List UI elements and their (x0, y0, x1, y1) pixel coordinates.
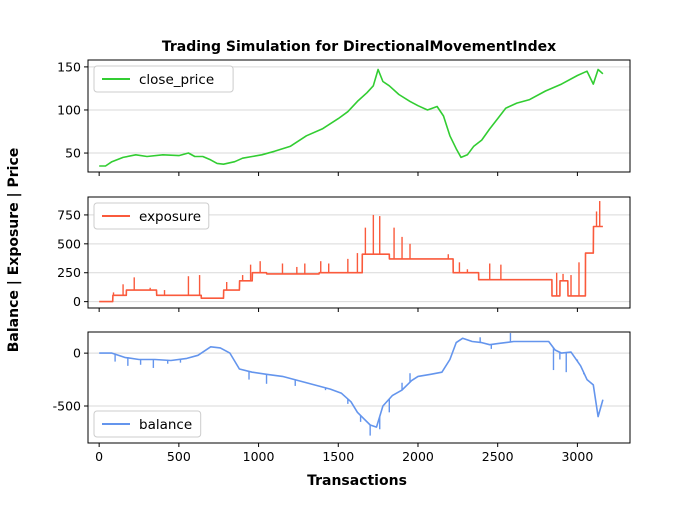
balance-line (99, 337, 604, 428)
x-tick-label: 500 (167, 449, 191, 464)
x-tick-label: 3000 (561, 449, 593, 464)
y-tick-label: 500 (57, 236, 81, 251)
x-tick-label: 0 (95, 449, 103, 464)
y-tick-label: 250 (57, 265, 81, 280)
x-axis-title: Transactions (307, 473, 407, 489)
y-tick-label: 100 (57, 102, 81, 117)
x-tick-label: 2500 (482, 449, 514, 464)
x-tick-label: 1000 (243, 449, 275, 464)
y-tick-label: 0 (73, 346, 81, 361)
y-tick-label: -500 (53, 399, 81, 414)
legend-label: balance (139, 417, 192, 433)
axes-frame (87, 59, 631, 173)
legend-box (93, 410, 202, 438)
x-tick-label: 1500 (322, 449, 354, 464)
legend-box (93, 65, 234, 93)
chart-title: Trading Simulation for DirectionalMoveme… (162, 39, 556, 55)
panel-balance: 0 -500 0 500 1000 1500 2000 2500 3000 balance (53, 331, 631, 464)
y-tick-label: 0 (73, 294, 81, 309)
legend-label: close_price (139, 72, 214, 88)
axes-frame (87, 196, 631, 309)
panel-close_price: 50 100 150 close_price (57, 59, 631, 176)
y-tick-label: 750 (57, 207, 81, 222)
panels: 50 100 150 close_price 0 250 500 750 exposure 0 -5… (53, 59, 631, 464)
legend-label: exposure (139, 209, 201, 225)
y-tick-label: 50 (65, 146, 81, 161)
axes-frame (87, 331, 631, 444)
x-tick-label: 2000 (402, 449, 434, 464)
legend-box (93, 202, 210, 230)
exposure-line (99, 225, 603, 303)
y-axis-title: Balance | Exposure | Price (6, 148, 22, 353)
close_price-line (99, 68, 604, 167)
y-tick-label: 150 (57, 59, 81, 74)
panel-exposure: 0 250 500 750 exposure (57, 196, 631, 312)
